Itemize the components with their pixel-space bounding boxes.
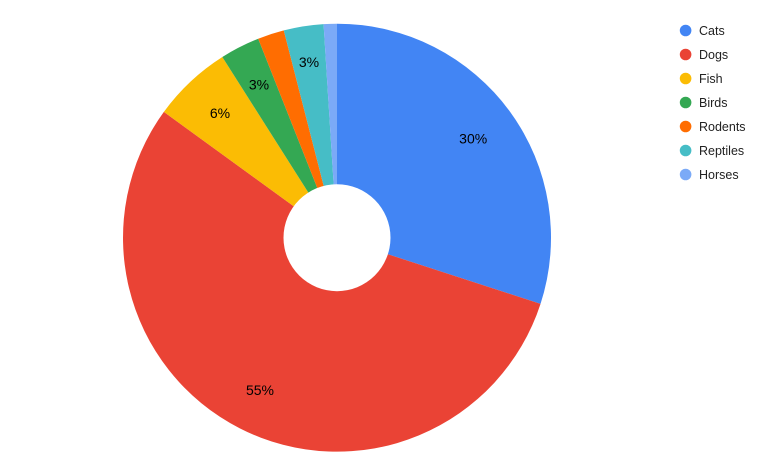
- svg-text:30%: 30%: [459, 131, 487, 147]
- svg-text:6%: 6%: [210, 105, 230, 121]
- svg-text:3%: 3%: [249, 76, 269, 92]
- svg-text:Horses: Horses: [699, 168, 739, 182]
- svg-text:Dogs: Dogs: [699, 48, 728, 62]
- svg-text:55%: 55%: [246, 382, 274, 398]
- svg-text:3%: 3%: [299, 54, 319, 70]
- svg-text:Reptiles: Reptiles: [699, 144, 744, 158]
- svg-text:Cats: Cats: [699, 24, 725, 38]
- svg-text:Fish: Fish: [699, 72, 723, 86]
- svg-text:Rodents: Rodents: [699, 120, 746, 134]
- svg-text:Birds: Birds: [699, 96, 727, 110]
